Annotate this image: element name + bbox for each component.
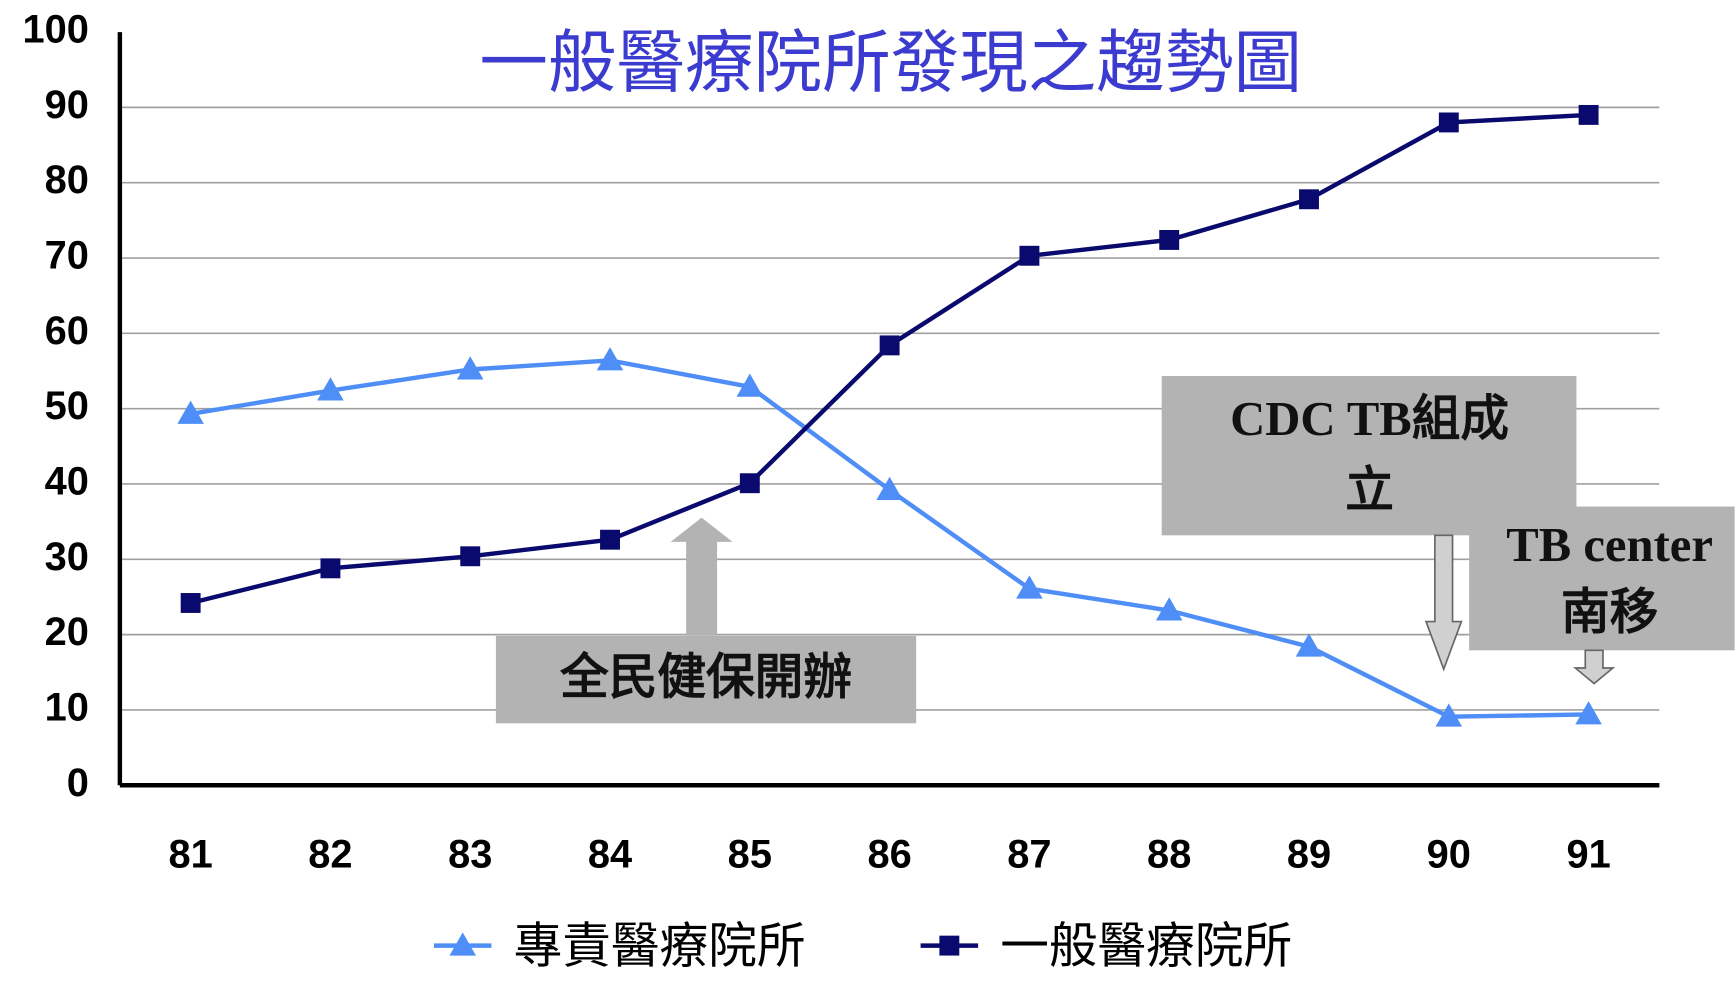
y-tick-label: 40: [45, 459, 89, 503]
point: [876, 476, 903, 500]
point: [180, 593, 201, 613]
y-tick-label: 100: [22, 8, 88, 52]
y-tick-label: 70: [45, 234, 89, 278]
annotation-box: [495, 635, 917, 724]
point: [596, 347, 624, 371]
y-tick-label: 10: [45, 685, 89, 729]
point: [879, 335, 900, 356]
point: [1299, 189, 1319, 210]
x-tick-label: 89: [1287, 833, 1331, 877]
point: [177, 400, 204, 424]
annotation-text: CDC TB組成: [1230, 392, 1509, 446]
point: [460, 546, 481, 567]
point: [1016, 575, 1043, 599]
x-tick-label: 85: [728, 833, 772, 877]
annotation-text: 全民健保開辦: [559, 650, 852, 705]
x-tick-label: 88: [1147, 833, 1191, 877]
legend-label: 專責醫療院所: [514, 919, 806, 975]
point: [736, 373, 764, 397]
chart-title: 一般醫療院所發現之趨勢圖: [479, 24, 1302, 104]
point: [1575, 701, 1602, 725]
annotation-arrow: [670, 517, 733, 636]
x-tick-label: 83: [448, 833, 492, 877]
annotation-text: 立: [1345, 464, 1394, 518]
annotation-text: 南移: [1561, 585, 1658, 639]
point: [1159, 229, 1180, 250]
point: [456, 356, 484, 380]
y-tick-label: 0: [67, 761, 89, 805]
legend-marker: [449, 932, 476, 956]
y-tick-label: 60: [45, 309, 89, 353]
point: [1578, 104, 1599, 125]
point: [1438, 112, 1459, 133]
x-tick-label: 86: [867, 833, 911, 877]
y-tick-label: 30: [45, 535, 89, 579]
annotation-box: [1469, 506, 1735, 651]
x-tick-label: 84: [588, 833, 632, 877]
point: [1019, 245, 1040, 266]
x-tick-label: 91: [1566, 833, 1610, 877]
y-tick-label: 20: [45, 610, 89, 654]
point: [739, 473, 760, 494]
annotation-text: TB center: [1506, 518, 1713, 572]
point: [317, 377, 344, 401]
annotation-arrow: [1573, 649, 1616, 685]
legend-label: 一般醫療院所: [1000, 919, 1292, 975]
y-tick-label: 80: [45, 158, 89, 202]
y-tick-label: 90: [45, 83, 89, 127]
x-tick-label: 81: [169, 833, 213, 877]
x-tick-label: 90: [1427, 833, 1471, 877]
point: [1435, 703, 1463, 727]
y-tick-label: 50: [45, 384, 89, 428]
point: [600, 529, 620, 550]
point: [1295, 633, 1323, 657]
point: [1155, 597, 1183, 621]
annotation-arrow: [1424, 534, 1463, 672]
x-tick-label: 82: [308, 833, 352, 877]
x-tick-label: 87: [1007, 833, 1051, 877]
legend-marker: [939, 935, 960, 956]
point: [320, 558, 341, 579]
